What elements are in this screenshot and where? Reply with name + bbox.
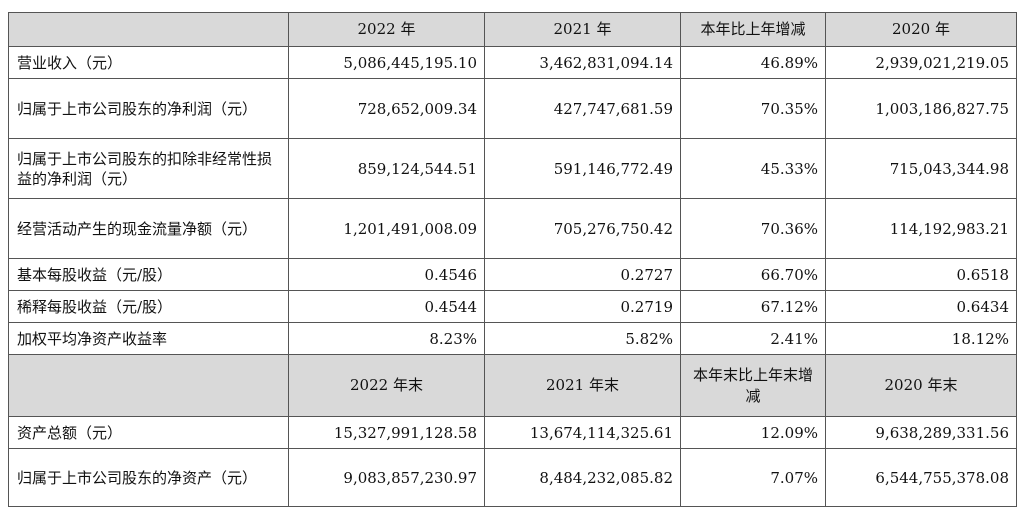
row-label: 归属于上市公司股东的净利润（元） — [8, 78, 289, 139]
header-col-2020-end: 2020 年末 — [825, 354, 1017, 417]
cell-value: 67.12% — [680, 290, 826, 323]
cell-value: 8.23% — [288, 322, 485, 355]
cell-value: 2.41% — [680, 322, 826, 355]
cell-value: 0.2727 — [484, 258, 681, 291]
table-row-net-assets: 归属于上市公司股东的净资产（元） 9,083,857,230.97 8,484,… — [8, 448, 1017, 507]
row-label: 归属于上市公司股东的扣除非经常性损益的净利润（元） — [8, 138, 289, 199]
cell-value: 427,747,681.59 — [484, 78, 681, 139]
cell-value: 46.89% — [680, 46, 826, 79]
header-col-2021: 2021 年 — [484, 12, 681, 47]
cell-value: 0.6518 — [825, 258, 1017, 291]
cell-value: 715,043,344.98 — [825, 138, 1017, 199]
header-col-2021-end: 2021 年末 — [484, 354, 681, 417]
header-corner — [8, 354, 289, 417]
table-row-diluted-eps: 稀释每股收益（元/股） 0.4544 0.2719 67.12% 0.6434 — [8, 290, 1017, 323]
cell-value: 66.70% — [680, 258, 826, 291]
cell-value: 5,086,445,195.10 — [288, 46, 485, 79]
cell-value: 705,276,750.42 — [484, 198, 681, 259]
cell-value: 7.07% — [680, 448, 826, 507]
cell-value: 0.4544 — [288, 290, 485, 323]
row-label: 资产总额（元） — [8, 416, 289, 449]
table-row-operating-cash-flow: 经营活动产生的现金流量净额（元） 1,201,491,008.09 705,27… — [8, 198, 1017, 259]
cell-value: 15,327,991,128.58 — [288, 416, 485, 449]
table-row-net-profit-excl: 归属于上市公司股东的扣除非经常性损益的净利润（元） 859,124,544.51… — [8, 138, 1017, 199]
header-col-change: 本年比上年增减 — [680, 12, 826, 47]
cell-value: 0.6434 — [825, 290, 1017, 323]
financial-indicators-table: 2022 年 2021 年 本年比上年增减 2020 年 营业收入（元） 5,0… — [8, 12, 1017, 507]
row-label: 营业收入（元） — [8, 46, 289, 79]
cell-value: 1,201,491,008.09 — [288, 198, 485, 259]
header-row-annual: 2022 年 2021 年 本年比上年增减 2020 年 — [8, 12, 1017, 47]
row-label: 稀释每股收益（元/股） — [8, 290, 289, 323]
cell-value: 2,939,021,219.05 — [825, 46, 1017, 79]
cell-value: 9,083,857,230.97 — [288, 448, 485, 507]
cell-value: 1,003,186,827.75 — [825, 78, 1017, 139]
table-row-revenue: 营业收入（元） 5,086,445,195.10 3,462,831,094.1… — [8, 46, 1017, 79]
cell-value: 728,652,009.34 — [288, 78, 485, 139]
cell-value: 591,146,772.49 — [484, 138, 681, 199]
table-row-weighted-roe: 加权平均净资产收益率 8.23% 5.82% 2.41% 18.12% — [8, 322, 1017, 355]
cell-value: 70.35% — [680, 78, 826, 139]
header-corner — [8, 12, 289, 47]
table-row-net-profit: 归属于上市公司股东的净利润（元） 728,652,009.34 427,747,… — [8, 78, 1017, 139]
cell-value: 0.4546 — [288, 258, 485, 291]
cell-value: 45.33% — [680, 138, 826, 199]
header-col-2022-end: 2022 年末 — [288, 354, 485, 417]
header-col-2020: 2020 年 — [825, 12, 1017, 47]
cell-value: 13,674,114,325.61 — [484, 416, 681, 449]
cell-value: 859,124,544.51 — [288, 138, 485, 199]
cell-value: 70.36% — [680, 198, 826, 259]
cell-value: 5.82% — [484, 322, 681, 355]
row-label: 基本每股收益（元/股） — [8, 258, 289, 291]
header-row-year-end: 2022 年末 2021 年末 本年末比上年末增减 2020 年末 — [8, 354, 1017, 417]
cell-value: 18.12% — [825, 322, 1017, 355]
table-row-basic-eps: 基本每股收益（元/股） 0.4546 0.2727 66.70% 0.6518 — [8, 258, 1017, 291]
cell-value: 8,484,232,085.82 — [484, 448, 681, 507]
cell-value: 114,192,983.21 — [825, 198, 1017, 259]
header-col-2022: 2022 年 — [288, 12, 485, 47]
row-label: 经营活动产生的现金流量净额（元） — [8, 198, 289, 259]
cell-value: 12.09% — [680, 416, 826, 449]
table-row-total-assets: 资产总额（元） 15,327,991,128.58 13,674,114,325… — [8, 416, 1017, 449]
row-label: 加权平均净资产收益率 — [8, 322, 289, 355]
cell-value: 9,638,289,331.56 — [825, 416, 1017, 449]
header-col-change-end: 本年末比上年末增减 — [680, 354, 826, 417]
row-label: 归属于上市公司股东的净资产（元） — [8, 448, 289, 507]
cell-value: 3,462,831,094.14 — [484, 46, 681, 79]
cell-value: 6,544,755,378.08 — [825, 448, 1017, 507]
cell-value: 0.2719 — [484, 290, 681, 323]
